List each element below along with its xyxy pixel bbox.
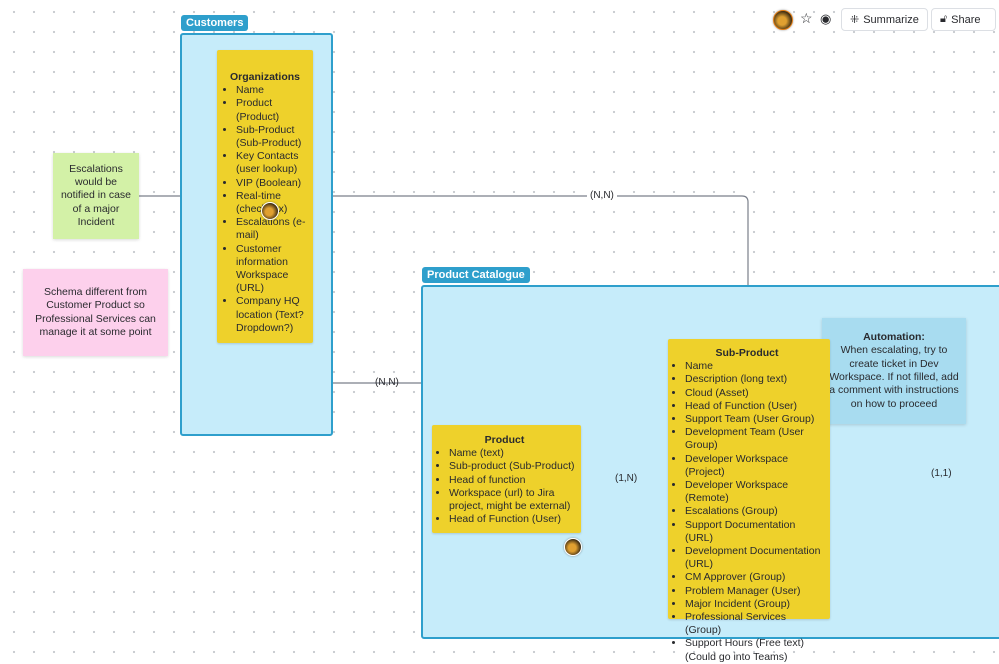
product-card[interactable]: Product Name (text)Sub-product (Sub-Prod… bbox=[432, 425, 581, 533]
list-item: Sub-Product (Sub-Product) bbox=[236, 124, 309, 150]
product-catalogue-frame-label[interactable]: Product Catalogue bbox=[422, 267, 530, 283]
connector-label: (N,N) bbox=[587, 190, 617, 201]
list-item: VIP (Boolean) bbox=[236, 177, 309, 190]
list-item: Name bbox=[685, 360, 824, 373]
automation-body: When escalating, try to create ticket in… bbox=[829, 344, 959, 410]
list-item: Head of Function (User) bbox=[449, 513, 575, 526]
customers-frame-label[interactable]: Customers bbox=[181, 15, 249, 31]
connector-label: (1,N) bbox=[615, 473, 638, 484]
collaborator-avatar bbox=[564, 538, 582, 556]
organizations-card[interactable]: Organizations NameProduct (Product)Sub-P… bbox=[217, 50, 313, 343]
schema-sticky[interactable]: Schema different from Customer Product s… bbox=[23, 269, 168, 356]
list-item: Support Hours (Free text) (Could go into… bbox=[685, 637, 824, 663]
list-item: Support Documentation (URL) bbox=[685, 519, 824, 545]
list-item: Problem Manager (User) bbox=[685, 585, 824, 598]
lock-icon: 🔓︎ bbox=[940, 13, 948, 25]
avatar[interactable] bbox=[773, 10, 793, 30]
list-item: Head of function bbox=[449, 474, 575, 487]
list-item: Developer Workspace (Project) bbox=[685, 453, 824, 479]
toolbar: ☆ ◉ ⁜ Summarize 🔓︎ Share bbox=[773, 8, 999, 32]
eye-icon[interactable]: ◉ bbox=[820, 11, 832, 26]
connector-org-subproduct bbox=[313, 195, 749, 338]
list-item: Product (Product) bbox=[236, 97, 309, 123]
list-item: Sub-product (Sub-Product) bbox=[449, 460, 575, 473]
list-item: Name bbox=[236, 84, 309, 97]
list-item: Company HQ location (Text? Dropdown?) bbox=[236, 295, 309, 335]
list-item: Development Documentation (URL) bbox=[685, 545, 824, 571]
automation-sticky[interactable]: Automation: When escalating, try to crea… bbox=[822, 318, 966, 424]
list-item: Escalations (e-mail) bbox=[236, 216, 309, 242]
list-item: CM Approver (Group) bbox=[685, 571, 824, 584]
list-item: Cloud (Asset) bbox=[685, 387, 824, 400]
collaborator-avatar bbox=[261, 202, 279, 220]
connector-label: (1,1) bbox=[931, 468, 952, 479]
card-title: Sub-Product bbox=[715, 347, 779, 359]
card-title: Product bbox=[484, 434, 525, 446]
summarize-button[interactable]: ⁜ Summarize bbox=[841, 8, 928, 31]
share-button[interactable]: 🔓︎ Share bbox=[931, 8, 996, 31]
star-icon[interactable]: ☆ bbox=[800, 10, 813, 26]
automation-title: Automation: bbox=[863, 331, 925, 344]
list-item: Developer Workspace (Remote) bbox=[685, 479, 824, 505]
sub-product-card[interactable]: Sub-Product NameDescription (long text)C… bbox=[668, 339, 830, 663]
list-item: Key Contacts (user lookup) bbox=[236, 150, 309, 176]
list-item: Major Incident (Group) bbox=[685, 598, 824, 611]
sparkle-icon: ⁜ bbox=[850, 14, 860, 26]
list-item: Customer information Workspace (URL) bbox=[236, 243, 309, 296]
list-item: Description (long text) bbox=[685, 373, 824, 386]
list-item: Support Team (User Group) bbox=[685, 413, 824, 426]
escalations-sticky[interactable]: Escalations would be notified in case of… bbox=[53, 153, 139, 239]
list-item: Workspace (url) to Jira project, might b… bbox=[449, 487, 575, 513]
list-item: Professional Services (Group) bbox=[685, 611, 824, 637]
card-title: Organizations bbox=[229, 71, 300, 83]
list-item: Head of Function (User) bbox=[685, 400, 824, 413]
connector-label: (N,N) bbox=[375, 377, 399, 388]
list-item: Name (text) bbox=[449, 447, 575, 460]
list-item: Escalations (Group) bbox=[685, 505, 824, 518]
list-item: Development Team (User Group) bbox=[685, 426, 824, 452]
